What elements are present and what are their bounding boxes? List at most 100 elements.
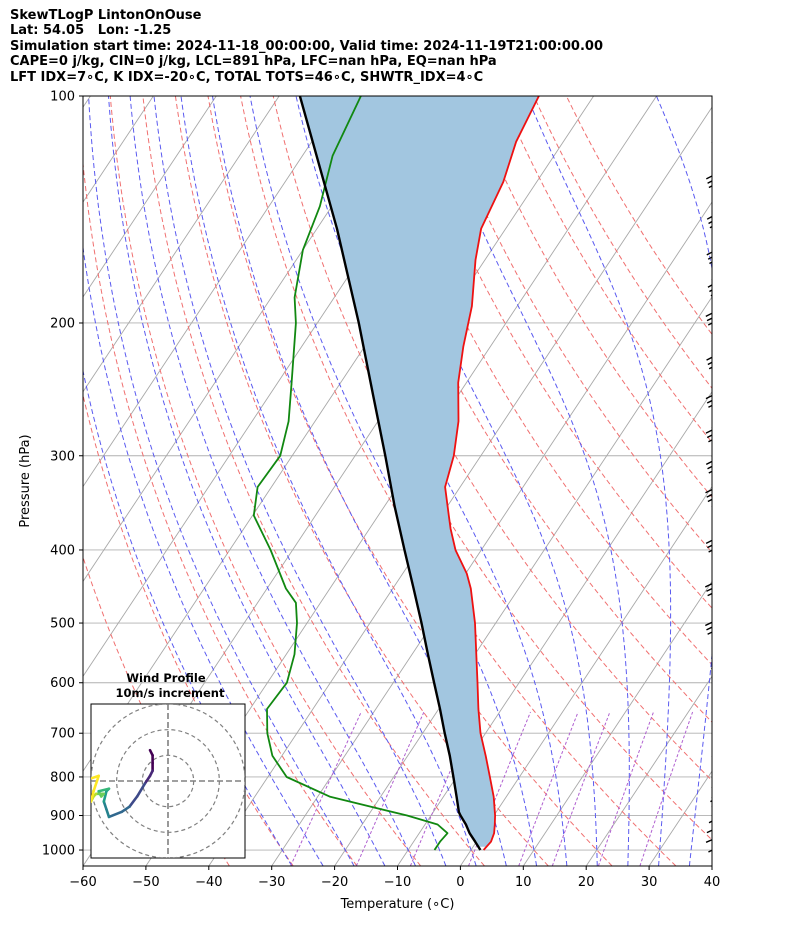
wind-barb-flag [706,215,712,220]
isotherm-line [83,96,280,393]
x-tick-label: −20 [321,875,348,890]
wind-barb-flag [717,769,730,779]
wind-barb [711,654,729,690]
moist-adiabat-line [427,96,630,866]
mixing-ratio-line [597,711,654,866]
hodograph-plot [91,704,245,858]
wind-barb-flag [707,498,712,503]
mixing-ratio-line [409,711,476,866]
wind-barb-half-flag [711,389,712,391]
y-tick-label: 200 [50,316,75,331]
wind-barb-staff [711,776,712,780]
moist-adiabat-line [83,243,324,866]
hodograph-trace-segment [91,789,95,803]
wind-barb-staff [711,141,712,145]
wind-barb [711,833,730,869]
y-tick-label: 400 [50,543,75,558]
dry-adiabat-line [174,96,549,866]
wind-barb-flag [707,465,712,470]
wind-barb-flag [705,429,712,434]
wind-barb-flag [705,394,712,400]
hodograph-trace-segment [128,795,139,808]
isotherm-line [83,96,91,109]
wind-barb-staff [711,787,712,790]
wind-barb-flag [704,621,712,627]
dry-adiabat-line [468,96,712,498]
mixing-ratio-line [355,711,425,866]
wind-barb-flag [711,667,712,670]
isotherm-line [83,96,406,583]
y-tick-label: 600 [50,676,75,691]
wind-barb-staff [711,682,712,685]
wind-barb-flag [708,820,712,824]
wind-barb-staff [711,588,712,592]
wind-barb-half-flag [711,424,712,426]
wind-barb-flag [706,356,712,361]
wind-barb [708,806,721,853]
wind-barb-half-flag [718,849,725,853]
dry-adiabat-line [83,159,358,866]
dry-adiabat-line [337,96,712,723]
y-tick-label: 800 [50,770,75,785]
wind-barb-flag [706,434,712,439]
wind-barb-flag [706,251,712,256]
hodograph-title: Wind Profile [126,671,206,685]
hodograph-trace-segment [143,774,152,785]
wind-barb [704,549,712,597]
dry-adiabat-line [109,96,422,866]
isotherm-line [522,580,712,866]
moist-adiabat-line [153,96,447,866]
wind-barb [705,427,712,474]
temperature-line [444,96,540,851]
parcel-shading [299,96,539,847]
wind-barb-flag [707,361,712,366]
wind-barb-staff [711,796,712,800]
wind-barb [706,787,712,834]
parcel-line [298,96,482,851]
wind-barb [706,181,712,229]
wind-barb-staff [711,623,712,626]
x-tick-label: −10 [384,875,411,890]
wind-barb [711,815,727,862]
wind-barb-flag [705,175,712,180]
moist-adiabat-line [129,96,416,866]
isotherm-line [83,96,217,298]
hodograph-subtitle: 10m/s increment [116,686,225,700]
y-tick-label: 1000 [42,844,75,859]
mixing-ratio-line [518,711,579,866]
simulation-times: Simulation start time: 2024-11-18_00:00:… [10,38,603,54]
wind-barb-half-flag [724,864,730,869]
wind-barb-staff [711,361,712,365]
wind-barb-half-flag [713,831,720,834]
wind-barb-half-flag [723,685,729,690]
wind-barb-flag [708,404,712,408]
y-tick-label: 900 [50,809,75,824]
wind-barb-half-flag [721,856,727,861]
chart-header: SkewTLogP LintonOnOuse Lat: 54.05 Lon: -… [10,8,603,85]
wind-barb-flag [707,284,712,288]
dry-adiabat-line [565,96,712,336]
moist-adiabat-line [108,96,386,866]
isotherm-line [334,296,712,866]
wind-barb-staff [711,708,712,711]
wind-barb-flag [707,256,712,260]
hodograph-trace-segment [107,810,124,819]
wind-barb [704,588,712,635]
hodograph-trace-segment [91,774,100,780]
wind-barb-half-flag [711,455,712,456]
moist-adiabat-line [526,96,672,866]
wind-barb-flag [713,853,727,862]
wind-barb [711,682,712,685]
wind-barb [711,623,712,670]
dry-adiabat-line [435,96,712,554]
moist-adiabat-line [88,96,355,866]
x-tick-label: −60 [69,875,96,890]
dry-adiabat-line [403,96,712,609]
wind-barb-staff [711,806,712,809]
wind-barb [711,733,730,779]
wind-barb-flag [710,294,712,297]
wind-barb-half-flag [714,840,721,844]
wind-barb-staff [711,654,712,656]
y-tick-label: 500 [50,617,75,632]
wind-barb [708,776,712,824]
